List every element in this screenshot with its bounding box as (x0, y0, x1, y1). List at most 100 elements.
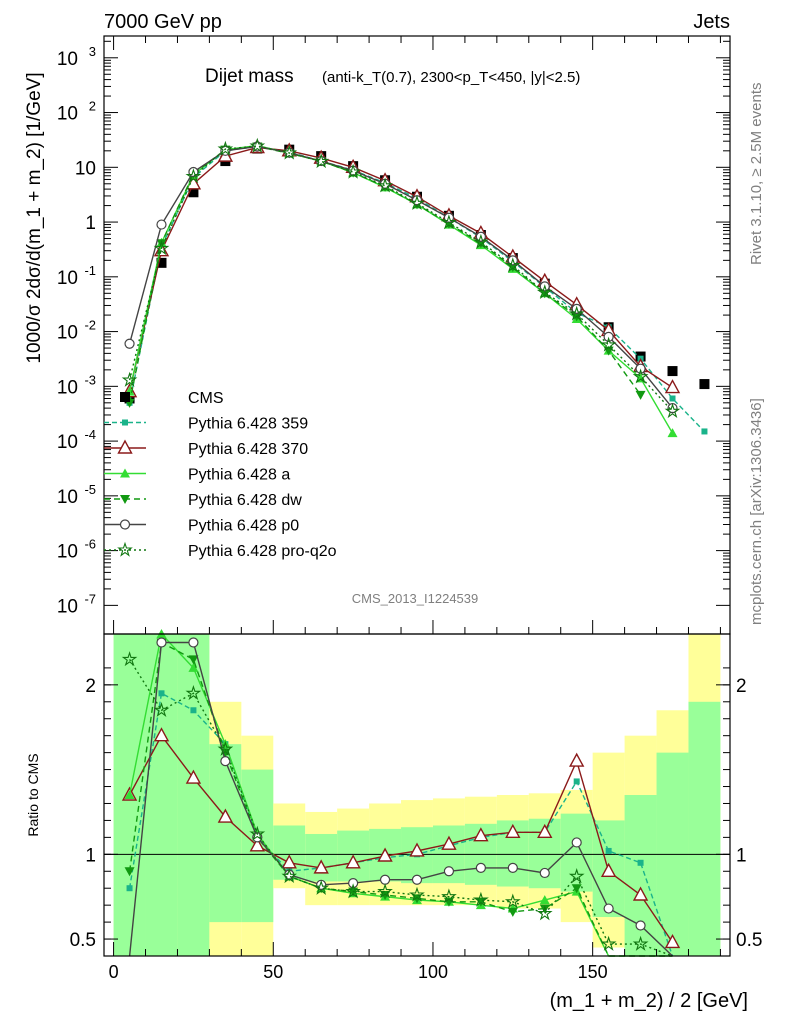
y-tick-label-main-9: 10 (57, 104, 78, 125)
ratio-point-5-3 (217, 740, 234, 756)
ratio-point-3-2 (188, 655, 199, 665)
ratio-point-4-8 (379, 874, 391, 885)
x-tick-label-0: 0 (109, 962, 119, 982)
y-tick-exp-main-10: 3 (89, 44, 96, 59)
main-point-6-15 (600, 336, 617, 352)
ratio-point-5-12 (504, 893, 521, 909)
ratio-point-4-13 (539, 867, 550, 879)
legend-label-5: Pythia 6.428 p0 (188, 518, 299, 535)
main-y-axis-title: 1000/σ 2dσ/d(m_1 + m_2) [1/GeV] (24, 72, 45, 363)
legend-label-3: Pythia 6.428 a (188, 467, 290, 484)
ratio-point-5-6 (313, 879, 330, 895)
y-tick-label-ratio-right-0: 0.5 (736, 930, 762, 951)
main-series-5 (124, 141, 678, 414)
legend-label-2: Pythia 6.428 370 (188, 441, 308, 458)
ratio-point-4-15 (603, 903, 614, 914)
ratio-point-1-11 (473, 827, 489, 842)
main-point-6-4 (249, 137, 266, 153)
ratio-point-5-11 (472, 891, 489, 907)
green-band-1 (145, 634, 178, 956)
ratio-point-1-16 (632, 886, 649, 901)
legend-entry-3: Pythia 6.428 a (104, 467, 290, 484)
main-point-6-11 (473, 233, 489, 249)
main-line-6 (128, 145, 674, 412)
y-tick-exp-main-9: 2 (89, 99, 96, 114)
ratio-y-axis-title: Ratio to CMS (25, 753, 41, 836)
ratio-point-3-14 (571, 884, 582, 894)
main-point-6-8 (377, 177, 393, 193)
main-point-6-1 (153, 240, 170, 256)
y-tick-label-main-6: 10 (57, 268, 78, 289)
y-tick-label-ratio-1: 1 (85, 845, 96, 866)
main-point-6-0 (121, 371, 138, 387)
ratio-point-3-12 (507, 907, 518, 917)
main-point-6-6 (313, 153, 330, 169)
y-tick-exp-main-5: -2 (84, 318, 96, 333)
ratio-frame (103, 633, 731, 957)
y-tick-exp-main-6: -1 (84, 263, 96, 278)
ratio-line-5 (129, 659, 673, 957)
ratio-point-1-4 (249, 837, 265, 852)
ratio-point-5-1 (153, 702, 170, 717)
legend-marker-4 (120, 495, 130, 504)
main-point-0-17 (667, 366, 678, 377)
legend-entry-0: CMS (120, 390, 224, 407)
ratio-point-1-8 (377, 847, 393, 862)
main-point-4-1 (156, 239, 167, 249)
main-point-1-18 (701, 428, 708, 435)
green-band-18 (688, 701, 721, 956)
x-tick-label-150: 150 (578, 962, 608, 982)
y-tick-label-main-10: 10 (57, 49, 78, 70)
ratio-point-5-14 (568, 868, 585, 884)
ratio-point-2-2 (188, 662, 199, 672)
ratio-point-5-5 (281, 868, 298, 884)
main-point-5-0 (124, 338, 135, 349)
ratio-point-4-7 (348, 878, 359, 889)
main-point-6-14 (568, 305, 585, 321)
chart-subtitle: (anti-k_T(0.7), 2300<p_T<450, |y|<2.5) (322, 69, 580, 86)
main-point-1-17 (669, 395, 676, 402)
y-tick-label-main-3: 10 (57, 432, 78, 453)
ratio-point-0-2 (190, 707, 197, 714)
legend: CMS Pythia 6.428 359 Pythia 6.428 370 Pythi… (104, 390, 337, 560)
main-point-6-13 (536, 284, 553, 300)
green-band-16 (624, 795, 657, 956)
chart-title: Dijet mass (205, 66, 294, 87)
y-tick-label-main-0: 10 (57, 596, 78, 617)
ratio-point-3-13 (539, 904, 550, 914)
legend-marker-6 (117, 541, 133, 557)
legend-label-1: Pythia 6.428 359 (188, 416, 308, 433)
legend-marker-2 (117, 439, 133, 454)
ratio-line-4 (128, 641, 673, 957)
ratio-point-4-9 (411, 874, 423, 885)
ratio-point-4-14 (571, 837, 582, 848)
y-tick-exp-main-3: -4 (84, 427, 96, 442)
y-tick-exp-main-2: -5 (84, 482, 96, 497)
header-right-label: Jets (693, 11, 730, 33)
legend-marker-3 (120, 468, 130, 478)
main-point-0-2 (188, 187, 199, 198)
ratio-point-1-3 (217, 808, 234, 823)
ratio-point-5-13 (536, 905, 553, 921)
ratio-point-1-5 (281, 854, 297, 869)
main-point-6-17 (664, 403, 681, 419)
ratio-point-4-2 (188, 637, 199, 648)
ratio-point-4-11 (475, 862, 486, 873)
mcplots-label: mcplots.cern.ch [arXiv:1306.3436] (748, 398, 765, 625)
ratio-point-1-15 (600, 862, 617, 877)
ratio-point-4-3 (220, 756, 231, 767)
ratio-point-4-12 (507, 862, 518, 873)
ratio-point-0-16 (637, 859, 644, 866)
main-point-4-13 (539, 289, 550, 299)
main-point-0-18 (699, 379, 710, 390)
main-series-0 (124, 143, 710, 404)
main-point-6-3 (217, 140, 234, 156)
y-tick-label-main-2: 10 (57, 487, 78, 508)
ratio-point-1-2 (185, 769, 202, 784)
ratio-point-0-0 (126, 885, 133, 892)
ratio-point-3-10 (443, 897, 454, 907)
y-tick-exp-main-4: -3 (84, 372, 96, 387)
ratio-point-5-9 (409, 886, 425, 902)
ratio-point-0-15 (605, 847, 612, 854)
